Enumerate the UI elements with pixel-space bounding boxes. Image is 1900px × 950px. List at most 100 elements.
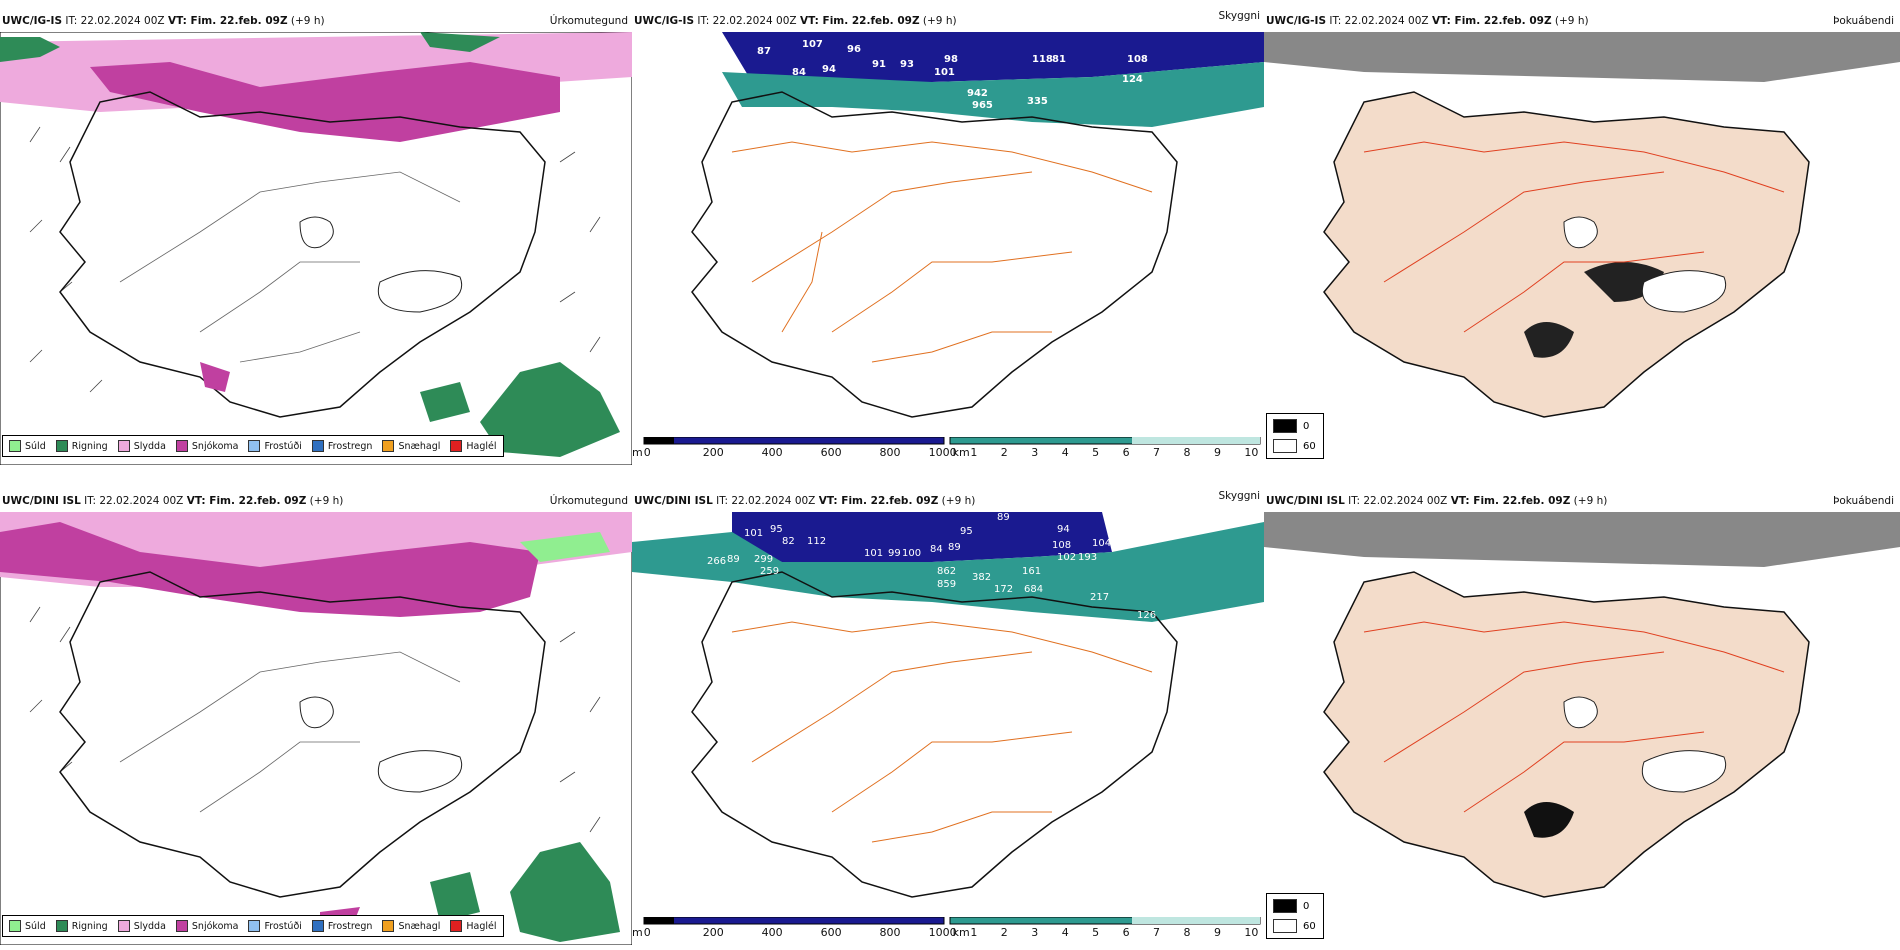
legend-swatch bbox=[450, 920, 463, 932]
cbar-tick: 600 bbox=[820, 926, 842, 939]
cbar-tick: 1000 bbox=[928, 446, 957, 459]
cbar-tick: 8 bbox=[1183, 446, 1191, 459]
vis-label: 101 bbox=[744, 528, 763, 539]
panel-header: UWC/IG-IS IT: 22.02.2024 00Z VT: Fim. 22… bbox=[1264, 10, 1900, 32]
vis-label: 859 bbox=[937, 579, 956, 590]
vis-label: 81 bbox=[1052, 54, 1066, 65]
legend-item: Frostregn bbox=[311, 920, 372, 932]
colorbar-svg bbox=[643, 916, 1261, 925]
vis-label: 382 bbox=[972, 572, 991, 583]
panel-header: UWC/IG-IS IT: 22.02.2024 00Z VT: Fim. 22… bbox=[632, 10, 1264, 32]
glacier-outlines bbox=[299, 216, 462, 313]
legend-swatch bbox=[248, 440, 261, 452]
legend-item: Frostregn bbox=[311, 440, 372, 452]
init-time: IT: 22.02.2024 00Z bbox=[716, 495, 816, 507]
cbar-tick: 800 bbox=[879, 926, 901, 939]
low-vis-band bbox=[732, 512, 1112, 562]
vis-label: 102 bbox=[1057, 552, 1076, 563]
lead-time: (+9 h) bbox=[1554, 15, 1589, 27]
vis-label: 684 bbox=[1024, 584, 1043, 595]
cbar-unit-m: m bbox=[632, 926, 643, 939]
vis-label: 84 bbox=[792, 67, 806, 78]
init-time: IT: 22.02.2024 00Z bbox=[65, 15, 165, 27]
vis-colorbar: m 0 200 400 600 800 1000 km 1 2 3 4 5 6 … bbox=[632, 436, 1264, 463]
vis-label: 266 bbox=[707, 556, 726, 567]
legend-item: Súld bbox=[9, 920, 46, 932]
legend-swatch bbox=[248, 920, 261, 932]
roads bbox=[1363, 621, 1785, 813]
iceland-outline bbox=[691, 91, 1178, 418]
vis-labels: 87 107 96 84 94 91 93 98 101 118 81 108 … bbox=[757, 39, 1148, 111]
legend-item: Rigning bbox=[55, 920, 108, 932]
cbar-tick: 7 bbox=[1153, 926, 1161, 939]
legend-item: Haglél bbox=[450, 440, 497, 452]
iceland-outline bbox=[691, 571, 1178, 898]
legend-swatch bbox=[175, 440, 188, 452]
cbar-tick: 600 bbox=[820, 446, 842, 459]
cbar-tick: 4 bbox=[1061, 926, 1069, 939]
precip-legend: Súld Rigning Slydda Snjókoma Frostúði Fr… bbox=[2, 435, 504, 457]
cbar-tick: 2 bbox=[1000, 446, 1008, 459]
vis-label: 89 bbox=[727, 554, 740, 565]
vis-label: 101 bbox=[934, 67, 955, 78]
fog-low-label: 60 bbox=[1303, 440, 1316, 452]
model-name: UWC/DINI ISL bbox=[2, 495, 81, 507]
roads bbox=[731, 621, 1153, 843]
snow-area bbox=[90, 62, 560, 142]
vis-label: 161 bbox=[1022, 566, 1041, 577]
vis-label: 112 bbox=[807, 536, 826, 547]
legend-item: Haglél bbox=[450, 920, 497, 932]
precip-map bbox=[0, 512, 632, 945]
legend-swatch bbox=[1273, 919, 1297, 933]
legend-swatch bbox=[9, 920, 21, 932]
panel-header: UWC/DINI ISL IT: 22.02.2024 00Z VT: Fim.… bbox=[0, 490, 632, 512]
vis-label: 89 bbox=[997, 512, 1010, 523]
legend-swatch bbox=[382, 920, 395, 932]
vis-label: 299 bbox=[754, 554, 773, 565]
legend-item: Slydda bbox=[117, 920, 166, 932]
cbar-tick: 400 bbox=[761, 926, 783, 939]
glacier-white bbox=[1563, 216, 1726, 313]
legend-item: Snæhagl bbox=[382, 440, 440, 452]
fog-dark-area bbox=[1524, 802, 1574, 838]
rain-area-n bbox=[0, 32, 500, 62]
model-name: UWC/DINI ISL bbox=[1266, 495, 1345, 507]
lead-time: (+9 h) bbox=[290, 15, 325, 27]
legend-swatch bbox=[117, 440, 130, 452]
colorbar-svg bbox=[643, 436, 1261, 445]
cbar-tick: 6 bbox=[1122, 446, 1130, 459]
cbar-tick: 8 bbox=[1183, 926, 1191, 939]
cbar-tick: 3 bbox=[1031, 446, 1039, 459]
drizzle-area bbox=[520, 532, 610, 562]
cbar-tick: 7 bbox=[1153, 446, 1161, 459]
row2-fog-panel: UWC/DINI ISL IT: 22.02.2024 00Z VT: Fim.… bbox=[1264, 490, 1900, 945]
vis-label: 93 bbox=[900, 59, 914, 70]
legend-item: Frostúði bbox=[248, 440, 302, 452]
lead-time: (+9 h) bbox=[941, 495, 976, 507]
vis-label: 118 bbox=[1032, 54, 1053, 65]
panel-title: Þokuábendi bbox=[1833, 15, 1894, 27]
cbar-tick: 200 bbox=[702, 446, 724, 459]
vis-label: 95 bbox=[770, 524, 783, 535]
vis-label: 96 bbox=[847, 44, 861, 55]
vis-label: 193 bbox=[1078, 552, 1097, 563]
fog-cloud-band bbox=[1264, 512, 1900, 567]
valid-time: VT: Fim. 22.feb. 09Z bbox=[1431, 15, 1552, 27]
rain-area-s bbox=[420, 362, 620, 457]
legend-swatch bbox=[311, 440, 324, 452]
init-time: IT: 22.02.2024 00Z bbox=[1348, 495, 1448, 507]
vis-label: 99 bbox=[888, 548, 901, 559]
row2-visibility-panel: UWC/DINI ISL IT: 22.02.2024 00Z VT: Fim.… bbox=[632, 490, 1264, 945]
teal-band bbox=[722, 62, 1264, 127]
cbar-unit-km: km bbox=[952, 446, 970, 459]
cbar-unit-km: km bbox=[952, 926, 970, 939]
precip-legend: Súld Rigning Slydda Snjókoma Frostúði Fr… bbox=[2, 915, 504, 937]
panel-header: UWC/DINI ISL IT: 22.02.2024 00Z VT: Fim.… bbox=[1264, 490, 1900, 512]
panel-title: Úrkomutegund bbox=[549, 495, 628, 507]
cbar-tick: 0 bbox=[643, 446, 651, 459]
cbar-tick: 4 bbox=[1061, 446, 1069, 459]
visibility-map: 87 107 96 84 94 91 93 98 101 118 81 108 … bbox=[632, 32, 1264, 440]
vis-label: 108 bbox=[1052, 540, 1071, 551]
model-name: UWC/IG-IS bbox=[2, 15, 63, 27]
roads bbox=[119, 171, 461, 363]
